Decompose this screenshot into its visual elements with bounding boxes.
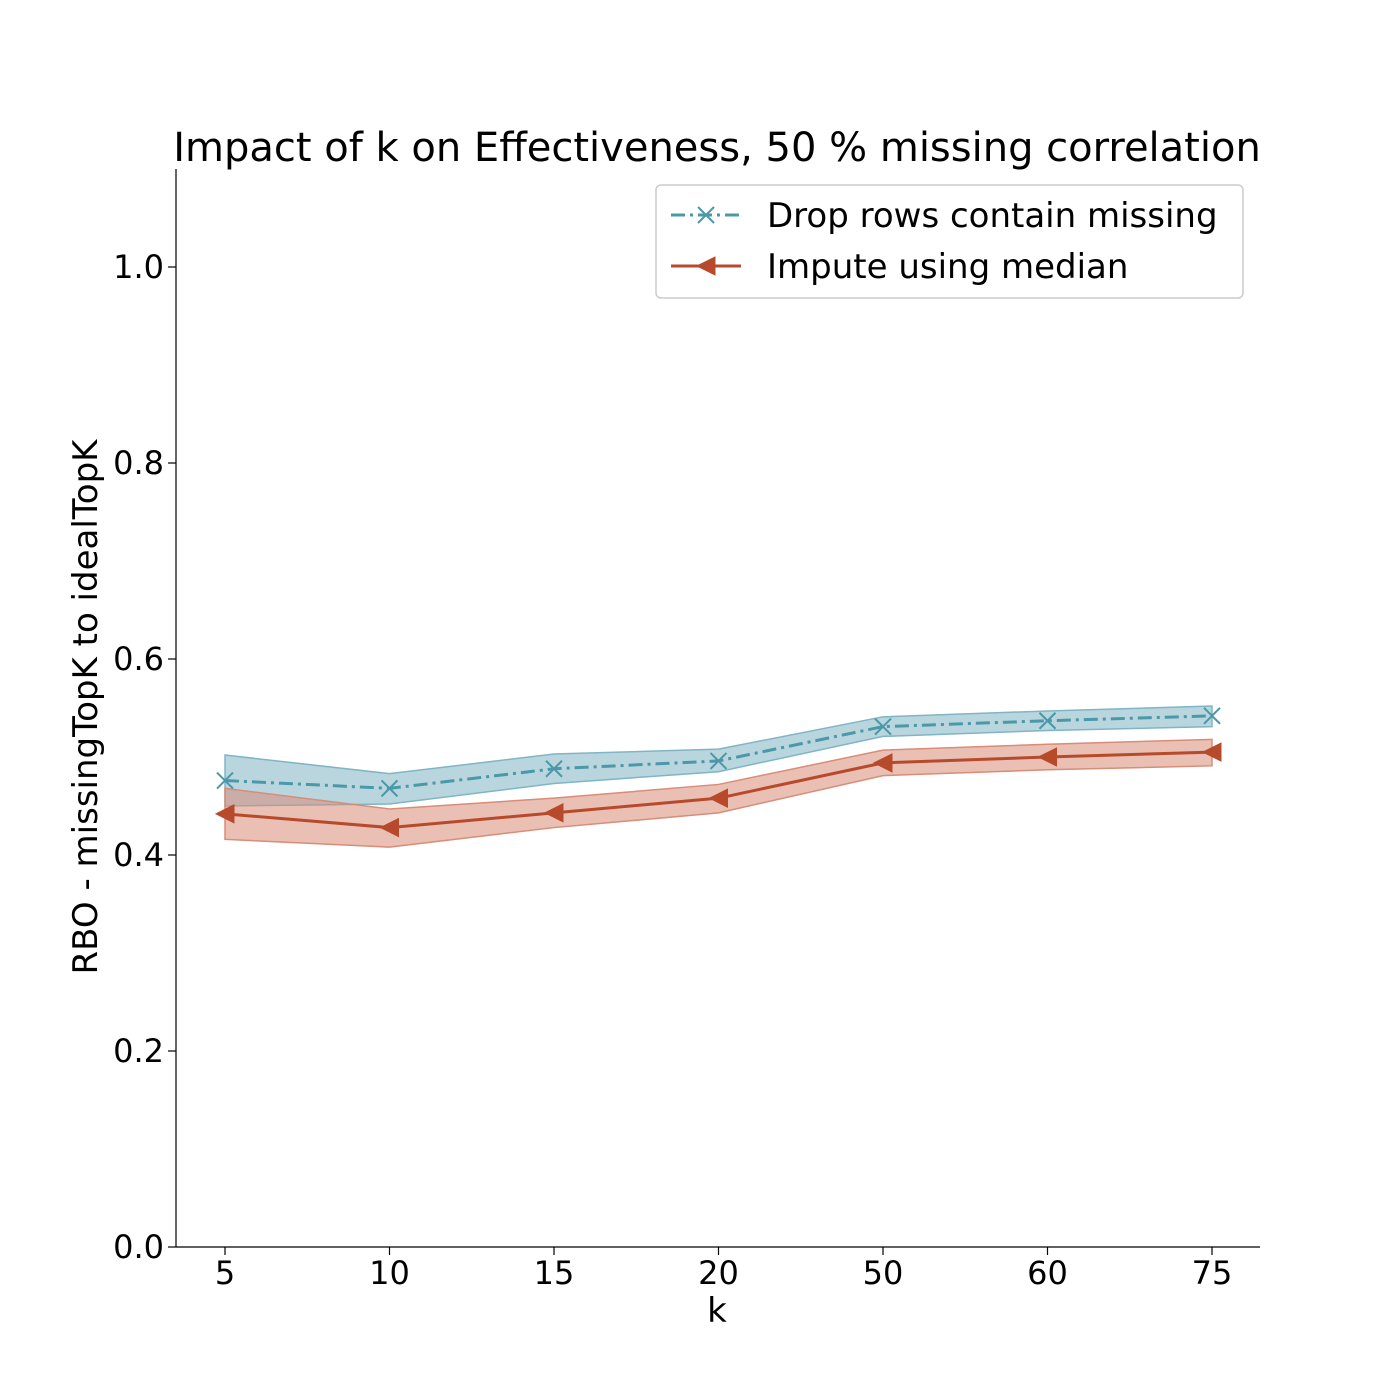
point-series-2-6 [1037,747,1057,767]
x-tick-label: 5 [215,1254,235,1292]
legend-box [655,184,1244,299]
y-tick-label: 0.6 [113,640,164,678]
point-series-1-1 [216,771,234,790]
y-tick-label: 0.8 [113,444,164,482]
axes: 5 10 15 20 50 60 75 0.0 0.2 0.4 0.6 0.8 1.0 [113,169,1260,1292]
point-series-1-4 [709,752,728,770]
point-series-2-5 [872,753,893,773]
point-series-2-7 [1201,742,1222,762]
point-series-1-6 [1038,712,1057,730]
series-markers [214,707,1222,838]
point-series-2-4 [708,788,728,808]
y-tick-label: 0.0 [113,1228,164,1266]
point-series-2-3 [543,803,564,823]
x-tick-label: 20 [698,1254,739,1292]
chart-title: Impact of k on Effectiveness, 50 % missi… [173,125,1261,171]
y-tick-label: 1.0 [113,248,164,286]
point-series-1-3 [545,760,563,778]
x-tick-label: 50 [863,1254,904,1292]
y-tick-label: 0.4 [113,836,164,874]
legend-label-series-1: Drop rows contain missing [767,196,1218,236]
band-series-1 [224,705,1213,807]
point-series-1-5 [874,717,892,736]
legend-label-series-2: Impute using median [767,247,1128,287]
legend-marker-series-2 [695,256,716,276]
point-series-2-1 [214,804,235,824]
legend-marker-series-1 [697,206,715,224]
legend: Drop rows contain missing Impute using me… [655,184,1244,299]
y-axis-label: RBO - missingTopK to idealTopK [66,438,106,975]
point-series-2-2 [379,817,399,838]
point-series-1-7 [1203,707,1221,725]
x-tick-label: 15 [534,1254,575,1292]
point-series-1-2 [380,779,399,798]
x-tick-label: 60 [1027,1254,1068,1292]
x-axis-label: k [707,1291,727,1331]
x-tick-label: 75 [1192,1254,1233,1292]
x-tick-label: 10 [369,1254,410,1292]
y-tick-label: 0.2 [113,1032,164,1070]
